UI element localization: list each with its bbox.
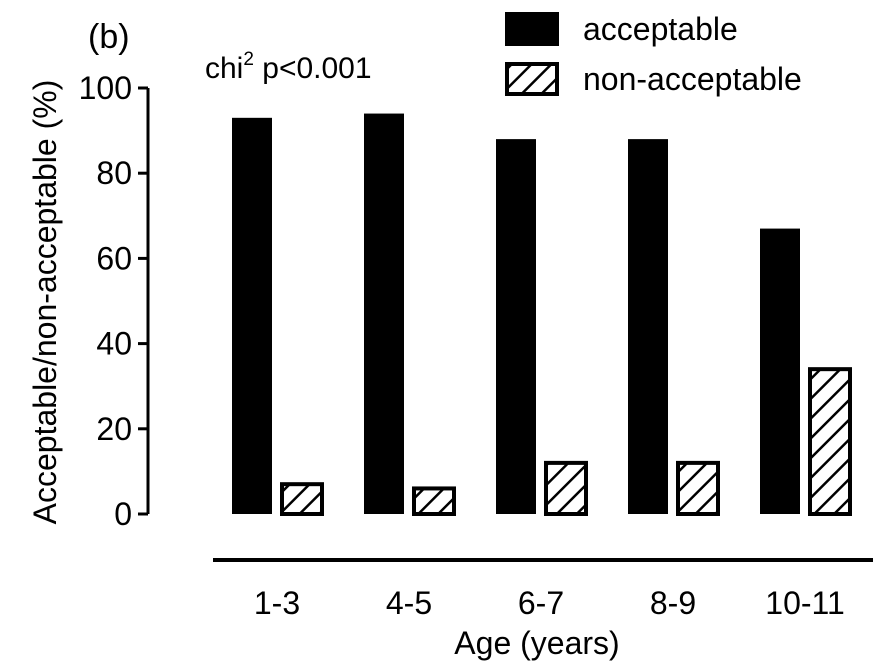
x-tick-label: 8-9: [650, 585, 696, 621]
x-tick-label: 6-7: [518, 585, 564, 621]
non-acceptable-bar: [412, 486, 456, 517]
annotation-superscript: 2: [243, 49, 254, 70]
non-acceptable-bar: [280, 482, 324, 516]
acceptable-bar: [364, 113, 404, 514]
acceptable-bar: [496, 139, 536, 514]
annotation-rest: p<0.001: [254, 52, 372, 85]
legend-swatch-acceptable: [505, 12, 559, 46]
y-tick-label: 20: [96, 411, 132, 447]
x-tick-label: 1-3: [254, 585, 300, 621]
non-acceptable-bar: [544, 460, 588, 517]
non-acceptable-bar: [808, 367, 852, 516]
legend: acceptable non-acceptable: [505, 11, 802, 97]
x-axis-tick-labels: 1-3 4-5 6-7 8-9 10-11: [254, 585, 845, 621]
y-axis-ticks: 0 20 40 60 80 100: [79, 70, 148, 532]
y-tick-label: 0: [114, 496, 132, 532]
x-axis-label: Age (years): [454, 625, 619, 661]
y-tick-label: 100: [79, 70, 132, 106]
x-tick-label: 10-11: [765, 585, 844, 621]
acceptable-bar: [628, 139, 668, 514]
y-tick-label: 80: [96, 155, 132, 191]
y-tick-label: 40: [96, 326, 132, 362]
acceptable-bar: [760, 228, 800, 514]
chi-square-annotation: chi2 p<0.001: [205, 49, 372, 85]
x-tick-label: 4-5: [386, 585, 432, 621]
y-tick-label: 60: [96, 240, 132, 276]
annotation-base: chi: [205, 52, 243, 85]
legend-swatch-non-acceptable: [505, 62, 559, 96]
acceptable-bar: [232, 117, 272, 514]
legend-label: non-acceptable: [583, 61, 802, 97]
y-axis-label: Acceptable/non-acceptable (%): [27, 80, 63, 525]
non-acceptable-bar: [676, 460, 720, 517]
bars-group: [232, 113, 852, 517]
legend-label: acceptable: [583, 11, 738, 47]
panel-label: (b): [88, 18, 130, 56]
